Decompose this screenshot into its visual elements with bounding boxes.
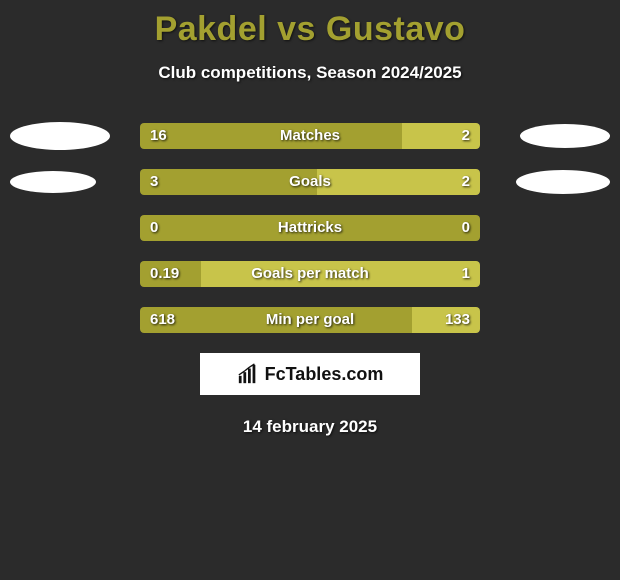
bar-chart-icon <box>237 363 259 385</box>
left-value: 16 <box>150 123 167 149</box>
comparison-row: Min per goal 618 133 <box>0 307 620 333</box>
left-value: 0 <box>150 215 158 241</box>
row-label: Matches <box>280 123 340 149</box>
right-ellipse <box>516 170 610 194</box>
left-ellipse <box>10 171 96 193</box>
right-value: 2 <box>462 123 470 149</box>
bar-left <box>140 123 402 149</box>
right-ellipse <box>520 124 610 148</box>
left-value: 618 <box>150 307 175 333</box>
right-value: 0 <box>462 215 470 241</box>
right-value: 2 <box>462 169 470 195</box>
date-text: 14 february 2025 <box>0 417 620 437</box>
page-title: Pakdel vs Gustavo <box>0 0 620 49</box>
left-ellipse <box>10 122 110 150</box>
comparison-row: Matches 16 2 <box>0 123 620 149</box>
comparison-row: Goals per match 0.19 1 <box>0 261 620 287</box>
row-label: Goals <box>289 169 331 195</box>
right-value: 1 <box>462 261 470 287</box>
comparison-row: Goals 3 2 <box>0 169 620 195</box>
row-label: Hattricks <box>278 215 342 241</box>
row-label: Goals per match <box>251 261 369 287</box>
row-label: Min per goal <box>266 307 354 333</box>
comparison-rows: Matches 16 2 Goals 3 2 Hattricks 0 0 Goals per ma… <box>0 123 620 333</box>
bar-right <box>317 169 480 195</box>
left-value: 0.19 <box>150 261 179 287</box>
right-value: 133 <box>445 307 470 333</box>
left-value: 3 <box>150 169 158 195</box>
logo-text: FcTables.com <box>265 364 384 385</box>
subtitle: Club competitions, Season 2024/2025 <box>0 63 620 83</box>
comparison-row: Hattricks 0 0 <box>0 215 620 241</box>
logo-box: FcTables.com <box>200 353 420 395</box>
